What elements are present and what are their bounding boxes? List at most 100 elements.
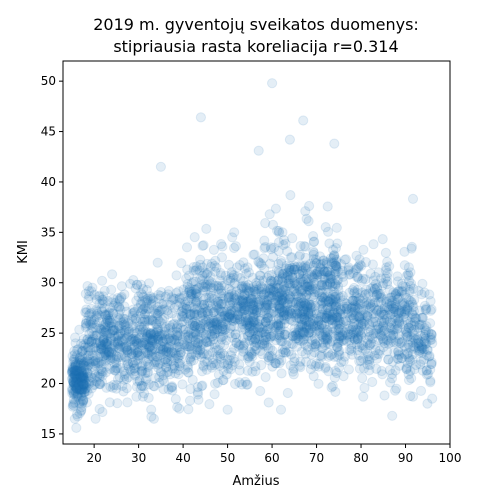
scatter-point	[204, 399, 215, 410]
y-tick-label: 30	[41, 276, 56, 290]
scatter-point	[122, 345, 133, 356]
scatter-point	[137, 366, 148, 377]
scatter-point	[145, 291, 156, 302]
x-axis-ticks: 20 30 40 50 60 70 80 90 100	[86, 444, 461, 465]
scatter-point	[72, 388, 83, 399]
scatter-point	[377, 234, 388, 245]
scatter-point	[128, 275, 139, 286]
scatter-point	[69, 353, 80, 364]
scatter-point	[148, 380, 159, 392]
scatter-point	[69, 378, 80, 389]
scatter-point	[374, 288, 385, 299]
scatter-point	[397, 319, 408, 330]
scatter-point	[72, 380, 83, 391]
scatter-point	[334, 333, 345, 344]
scatter-point	[79, 378, 90, 390]
y-tick-label: 35	[41, 225, 56, 239]
scatter-point	[130, 335, 141, 346]
scatter-point	[296, 322, 307, 333]
scatter-point	[201, 223, 212, 234]
scatter-point	[161, 347, 172, 358]
scatter-point	[140, 375, 151, 386]
scatter-point	[301, 273, 312, 284]
scatter-point	[71, 376, 82, 387]
scatter-point	[71, 391, 82, 402]
scatter-point	[84, 376, 95, 387]
scatter-point	[162, 356, 173, 367]
scatter-point	[336, 269, 347, 280]
scatter-point	[181, 242, 193, 253]
scatter-point	[131, 359, 143, 370]
scatter-point	[78, 374, 89, 385]
scatter-point	[70, 388, 82, 399]
scatter-point	[128, 307, 139, 318]
scatter-point	[415, 336, 426, 347]
scatter-point	[275, 294, 286, 305]
scatter-point	[67, 385, 78, 396]
scatter-point	[109, 337, 120, 348]
scatter-point	[143, 349, 154, 360]
scatter-point	[69, 370, 80, 381]
scatter-point	[72, 372, 84, 383]
scatter-point	[78, 379, 90, 391]
scatter-point	[79, 386, 91, 397]
scatter-point	[71, 366, 83, 377]
scatter-point	[158, 345, 169, 356]
scatter-point	[141, 297, 152, 308]
scatter-point	[155, 305, 166, 316]
scatter-point	[163, 341, 175, 352]
scatter-point	[384, 261, 395, 272]
scatter-point	[70, 377, 82, 388]
scatter-point	[71, 370, 82, 381]
scatter-point	[109, 339, 120, 350]
scatter-point	[82, 368, 93, 379]
scatter-point	[75, 373, 86, 385]
scatter-point	[76, 365, 87, 377]
scatter-point	[82, 341, 94, 353]
y-tick-label: 50	[41, 74, 56, 88]
scatter-point	[242, 302, 253, 313]
scatter-point	[246, 293, 257, 304]
scatter-point	[76, 386, 87, 397]
scatter-point	[160, 333, 171, 344]
scatter-point	[358, 318, 369, 329]
scatter-point	[131, 333, 142, 344]
scatter-point	[177, 302, 188, 313]
scatter-point	[95, 323, 107, 334]
scatter-point	[134, 375, 145, 386]
scatter-point	[78, 357, 90, 368]
scatter-point	[136, 361, 147, 372]
scatter-point	[390, 290, 401, 301]
scatter-point	[145, 328, 156, 339]
scatter-point	[80, 307, 91, 318]
scatter-point	[68, 379, 79, 390]
scatter-point	[71, 409, 83, 420]
scatter-point	[67, 383, 78, 394]
scatter-point	[77, 370, 89, 381]
scatter-point	[394, 305, 405, 316]
scatter-point	[126, 348, 137, 359]
scatter-point	[404, 285, 415, 296]
scatter-point	[72, 365, 83, 376]
scatter-point	[130, 348, 141, 359]
scatter-point	[70, 374, 82, 385]
scatter-point	[322, 201, 333, 212]
scatter-point	[407, 391, 419, 402]
scatter-point	[222, 404, 233, 415]
x-tick-label: 60	[264, 451, 279, 465]
scatter-point	[77, 374, 88, 385]
scatter-point	[81, 318, 92, 329]
scatter-point	[122, 360, 133, 371]
y-tick-label: 15	[41, 427, 56, 441]
scatter-point	[290, 333, 301, 344]
scatter-point	[127, 308, 138, 319]
scatter-point	[284, 261, 295, 272]
scatter-point	[382, 346, 393, 357]
scatter-point	[99, 333, 110, 344]
scatter-point	[334, 345, 345, 357]
scatter-point	[203, 350, 215, 361]
scatter-point	[77, 372, 88, 383]
scatter-point	[228, 343, 240, 354]
scatter-point	[112, 331, 123, 342]
scatter-point	[68, 394, 79, 405]
